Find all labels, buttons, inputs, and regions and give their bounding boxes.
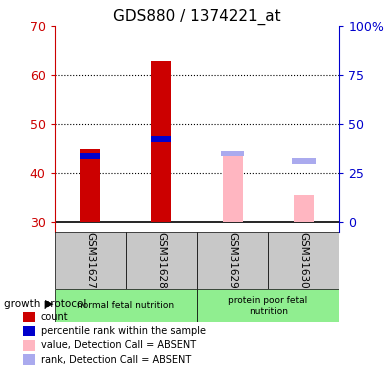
Text: ▶: ▶ bbox=[45, 299, 53, 309]
Text: protein poor fetal
nutrition: protein poor fetal nutrition bbox=[229, 296, 308, 315]
Bar bbox=[151, 136, 171, 142]
Bar bbox=[197, 290, 339, 322]
Text: growth protocol: growth protocol bbox=[4, 299, 86, 309]
Bar bbox=[292, 158, 316, 164]
Text: percentile rank within the sample: percentile rank within the sample bbox=[41, 326, 206, 336]
Bar bbox=[80, 148, 100, 222]
Bar bbox=[80, 153, 100, 159]
Title: GDS880 / 1374221_at: GDS880 / 1374221_at bbox=[113, 9, 281, 25]
Text: normal fetal nutrition: normal fetal nutrition bbox=[77, 302, 174, 310]
Text: rank, Detection Call = ABSENT: rank, Detection Call = ABSENT bbox=[41, 355, 191, 364]
Bar bbox=[126, 232, 197, 290]
Bar bbox=[221, 151, 245, 156]
Text: value, Detection Call = ABSENT: value, Detection Call = ABSENT bbox=[41, 340, 196, 350]
Bar bbox=[294, 195, 314, 222]
Text: GSM31627: GSM31627 bbox=[85, 232, 95, 289]
Text: GSM31630: GSM31630 bbox=[299, 232, 309, 289]
Bar bbox=[197, 232, 268, 290]
Text: count: count bbox=[41, 312, 69, 322]
Bar bbox=[268, 232, 339, 290]
Bar bbox=[55, 232, 126, 290]
Bar bbox=[55, 290, 197, 322]
Bar bbox=[151, 60, 171, 222]
Text: GSM31628: GSM31628 bbox=[156, 232, 167, 289]
Text: GSM31629: GSM31629 bbox=[227, 232, 238, 289]
Bar bbox=[223, 156, 243, 222]
